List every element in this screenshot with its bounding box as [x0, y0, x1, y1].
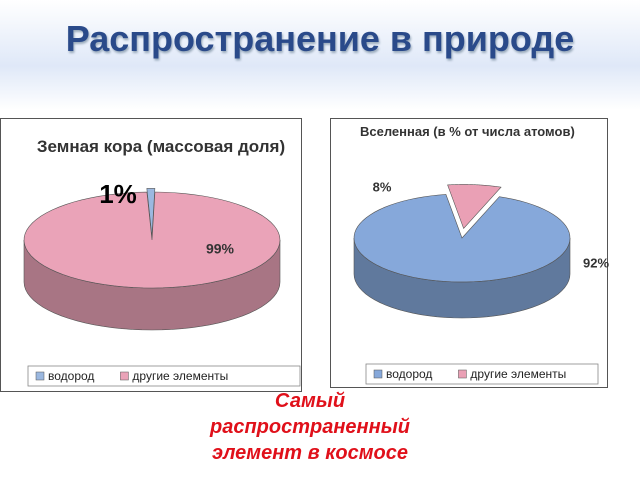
pie-slice	[146, 188, 156, 237]
legend-swatch	[458, 369, 467, 379]
legend-swatch	[373, 369, 383, 379]
value-label: 8%	[373, 179, 392, 194]
caption-line: распространенный	[209, 416, 411, 438]
pie	[23, 188, 281, 331]
legend-label: водород	[48, 369, 94, 383]
caption-line: элемент в космосе	[211, 442, 409, 464]
legend-label: другие элементы	[470, 367, 566, 381]
legend-label: водород	[386, 367, 432, 381]
chart-title: Вселенная (в % от числа атомов)	[360, 124, 575, 139]
value-label: 1%	[99, 179, 137, 209]
value-label: 99%	[206, 241, 235, 257]
value-label: 92%	[583, 255, 609, 270]
pie	[353, 184, 571, 319]
pie-slice	[23, 191, 281, 289]
legend-box	[365, 363, 599, 385]
legend-label: другие элементы	[132, 369, 228, 383]
legend-swatch	[35, 371, 45, 381]
caption: Самый распространенный элемент в космосе	[140, 388, 480, 466]
caption-line: Самый	[274, 390, 346, 412]
legend-box	[27, 365, 301, 387]
legend-swatch	[120, 371, 129, 381]
pie-slice	[447, 184, 502, 230]
chart-title: Земная кора (массовая доля)	[36, 137, 286, 156]
slide-title: Распространение в природе	[65, 18, 575, 59]
header-band	[0, 0, 640, 110]
pie-slice	[353, 194, 571, 283]
